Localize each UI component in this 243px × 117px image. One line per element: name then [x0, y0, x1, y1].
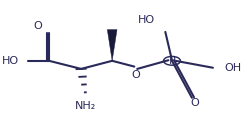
Text: HO: HO — [138, 15, 155, 25]
Text: P: P — [169, 56, 175, 66]
Text: HO: HO — [2, 56, 19, 66]
Text: OH: OH — [224, 63, 241, 73]
Text: O: O — [131, 70, 140, 80]
Text: O: O — [191, 98, 200, 108]
Text: O: O — [34, 21, 42, 31]
Text: NH₂: NH₂ — [75, 101, 96, 111]
Polygon shape — [107, 30, 117, 61]
